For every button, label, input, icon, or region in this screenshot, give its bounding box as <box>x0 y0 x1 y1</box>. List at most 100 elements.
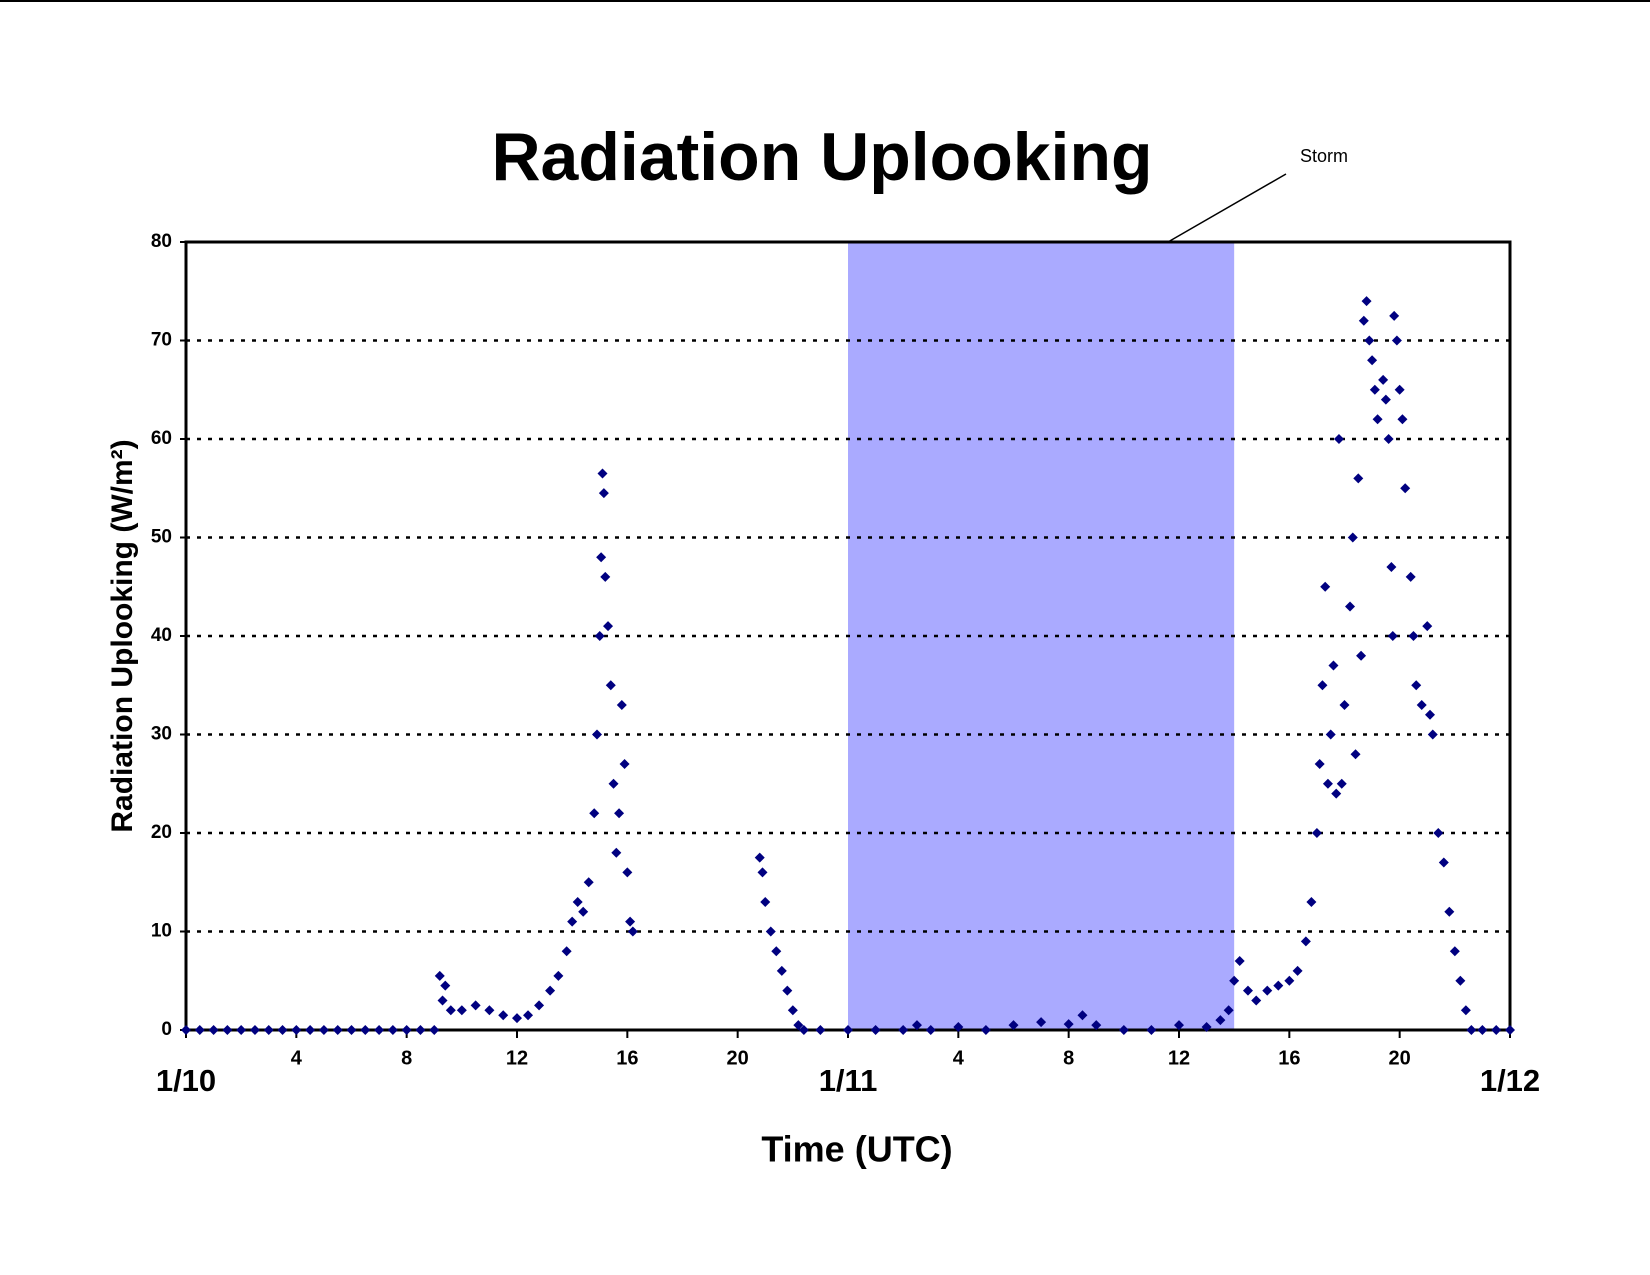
data-point <box>1408 631 1419 641</box>
data-point <box>1433 828 1444 838</box>
x-tick-label: 1/10 <box>156 1063 216 1098</box>
data-point <box>793 1020 804 1031</box>
data-point <box>572 896 583 907</box>
data-point <box>1369 384 1380 395</box>
data-point <box>1333 434 1344 444</box>
data-point <box>1477 1025 1488 1035</box>
data-point <box>1325 729 1336 740</box>
y-tick-label: 60 <box>151 428 172 449</box>
data-point <box>512 1013 522 1024</box>
data-point <box>346 1025 357 1035</box>
y-tick-label: 40 <box>151 625 172 646</box>
x-tick-label: 12 <box>506 1047 528 1069</box>
data-point <box>578 906 589 917</box>
x-tick-label: 16 <box>616 1047 638 1069</box>
data-point <box>980 1025 991 1035</box>
data-point <box>437 995 448 1006</box>
data-point <box>1411 680 1422 691</box>
data-point <box>434 970 445 981</box>
data-point <box>1460 1005 1471 1016</box>
y-tick-label: 0 <box>161 1019 172 1040</box>
data-point <box>484 1005 495 1016</box>
data-point <box>622 867 633 878</box>
data-point <box>318 1025 329 1035</box>
data-point <box>1394 384 1405 395</box>
data-point <box>598 488 609 499</box>
x-tick-label: 20 <box>727 1047 749 1069</box>
data-point <box>387 1025 398 1035</box>
y-tick-label: 80 <box>151 231 172 252</box>
data-point <box>1091 1020 1102 1031</box>
y-tick-label: 10 <box>151 921 172 942</box>
data-point <box>1345 601 1356 612</box>
data-point <box>1386 562 1397 573</box>
data-point <box>616 699 627 710</box>
x-tick-label: 8 <box>401 1047 412 1069</box>
data-point <box>782 985 793 996</box>
data-point <box>1466 1025 1477 1035</box>
data-point <box>1146 1025 1157 1035</box>
y-tick-label: 30 <box>151 724 172 745</box>
data-point <box>1273 980 1284 991</box>
data-point <box>600 571 611 582</box>
data-point <box>1422 621 1433 632</box>
data-point <box>605 680 616 691</box>
data-point <box>611 847 622 858</box>
data-point <box>194 1025 205 1035</box>
data-point <box>305 1025 316 1035</box>
y-tick-label: 50 <box>151 527 172 548</box>
data-point <box>1356 650 1367 661</box>
data-point <box>596 552 607 563</box>
data-point <box>1347 532 1358 543</box>
data-point <box>1438 857 1449 868</box>
data-point <box>1229 975 1240 986</box>
data-point <box>1215 1015 1226 1026</box>
data-point <box>1331 788 1342 799</box>
data-point <box>589 808 600 819</box>
x-tick-label: 4 <box>953 1047 965 1069</box>
x-tick-label: 20 <box>1389 1047 1411 1069</box>
data-point <box>1455 975 1466 986</box>
y-tick-label: 70 <box>151 330 172 351</box>
data-point <box>1353 473 1364 484</box>
data-point <box>608 778 619 789</box>
data-point <box>1389 310 1400 321</box>
data-point <box>208 1025 219 1035</box>
data-point <box>757 867 768 878</box>
data-point <box>760 896 771 907</box>
data-point <box>953 1022 964 1033</box>
data-point <box>553 970 564 981</box>
data-point <box>1317 680 1328 691</box>
data-point <box>1251 995 1262 1006</box>
data-point <box>567 916 578 927</box>
data-point <box>1364 335 1375 346</box>
data-point <box>1372 414 1383 425</box>
data-point <box>1292 965 1303 976</box>
data-point <box>1361 296 1372 307</box>
data-point <box>787 1005 798 1016</box>
y-axis-label: Radiation Uplooking (W/m²) <box>106 439 139 832</box>
data-point <box>591 729 602 740</box>
data-point <box>1036 1017 1047 1028</box>
x-axis-label: Time (UTC) <box>761 1129 952 1170</box>
data-point <box>181 1025 191 1035</box>
data-point <box>498 1010 509 1021</box>
chart-title: Radiation Uplooking <box>491 119 1152 195</box>
data-point <box>456 1005 467 1016</box>
data-point <box>1174 1020 1184 1031</box>
data-point <box>545 985 556 996</box>
data-point <box>798 1025 809 1035</box>
data-point <box>277 1025 288 1035</box>
data-point <box>415 1025 426 1035</box>
data-point <box>925 1025 936 1035</box>
data-point <box>249 1025 260 1035</box>
data-point <box>523 1010 534 1021</box>
data-point <box>1397 414 1408 425</box>
data-point <box>583 877 594 888</box>
data-point <box>1201 1022 1212 1033</box>
data-point <box>445 1005 456 1016</box>
x-tick-label: 1/11 <box>819 1063 878 1098</box>
x-tick-label: 1/12 <box>1480 1063 1540 1098</box>
data-point <box>1383 434 1394 444</box>
annotation-line <box>1167 173 1287 243</box>
